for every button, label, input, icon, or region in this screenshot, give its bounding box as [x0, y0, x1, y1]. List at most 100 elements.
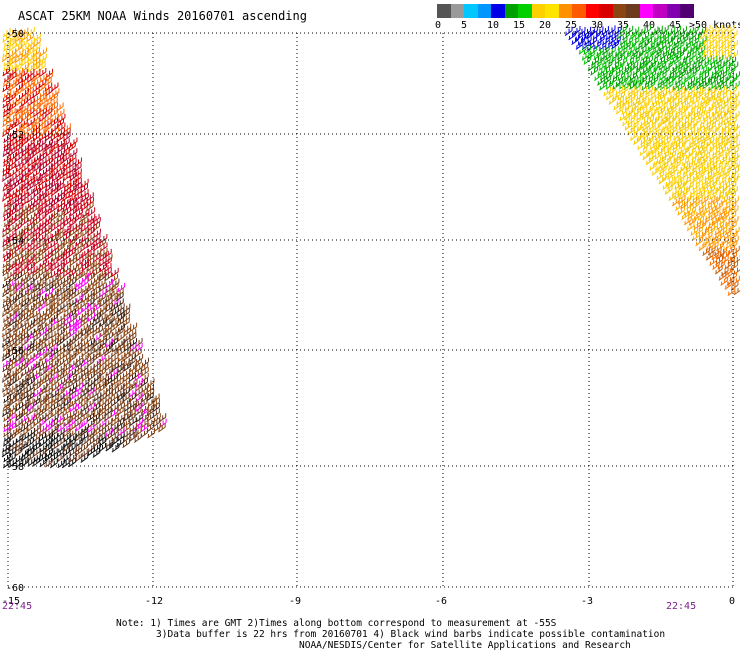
wind-barb: [51, 333, 60, 343]
wind-barb: [49, 372, 58, 383]
wind-barb: [15, 188, 24, 198]
wind-barb: [718, 40, 726, 50]
wind-barb: [45, 297, 54, 307]
wind-barb: [25, 398, 34, 408]
wind-barb: [93, 397, 102, 407]
wind-barb: [7, 362, 16, 372]
wind-barb: [633, 135, 641, 146]
wind-barb: [709, 141, 717, 151]
wind-barb: [68, 188, 76, 199]
wind-barb: [37, 177, 46, 187]
wind-barb: [700, 50, 708, 60]
wind-barb: [74, 203, 82, 214]
wind-barb: [668, 150, 676, 161]
wind-barb: [8, 37, 17, 48]
wind-barb: [56, 372, 65, 382]
wind-barb: [32, 53, 40, 63]
wind-barb: [62, 363, 70, 373]
wind-barb: [39, 152, 47, 162]
wind-barb: [596, 55, 605, 65]
wind-barb: [724, 280, 733, 290]
wind-barb: [1, 287, 10, 298]
wind-barb: [713, 60, 722, 70]
wind-barb: [63, 197, 72, 208]
wind-barb: [33, 97, 41, 108]
wind-barb: [630, 61, 639, 72]
wind-barb: [75, 422, 83, 432]
wind-barb: [14, 262, 23, 272]
wind-barb: [122, 438, 130, 449]
wind-barb: [92, 222, 101, 232]
wind-barb: [729, 30, 738, 40]
wind-barb: [620, 75, 629, 85]
wind-barb: [19, 32, 28, 43]
wind-barb: [145, 392, 154, 402]
wind-barb: [105, 427, 114, 438]
wind-barb: [3, 368, 12, 378]
wind-barb: [15, 412, 24, 422]
wind-barb: [605, 80, 614, 90]
wind-barb: [151, 393, 160, 403]
wind-barb: [694, 31, 703, 42]
wind-barb: [672, 131, 681, 141]
wind-barb: [571, 35, 580, 45]
wind-barb: [51, 282, 60, 292]
wind-barb: [720, 276, 729, 286]
wind-barb: [110, 362, 119, 372]
wind-barb: [13, 303, 22, 314]
wind-barb: [733, 255, 740, 265]
wind-barb: [26, 103, 35, 113]
wind-barb: [51, 247, 60, 257]
wind-barb: [31, 302, 40, 313]
wind-barb: [43, 412, 52, 423]
wind-barb: [38, 262, 47, 273]
wind-barb: [669, 55, 677, 66]
wind-barb: [69, 148, 78, 158]
wind-barb: [718, 271, 727, 281]
wind-barb: [654, 25, 663, 36]
wind-barb: [39, 297, 48, 307]
wind-barb: [69, 303, 78, 314]
wind-barb: [44, 327, 53, 337]
wind-barb: [722, 250, 731, 260]
legend-swatch: [504, 4, 518, 18]
wind-barb: [679, 26, 687, 36]
wind-barb: [711, 136, 720, 146]
wind-barb: [67, 438, 76, 448]
wind-barb: [665, 176, 673, 187]
wind-barb: [8, 207, 16, 218]
wind-barb: [74, 282, 83, 292]
wind-barb: [627, 76, 636, 86]
wind-barb: [694, 60, 703, 70]
wind-barb: [67, 337, 76, 348]
wind-barb: [717, 165, 726, 176]
wind-barb: [1, 383, 10, 393]
wind-barb: [724, 270, 733, 280]
latitude-label: -54: [6, 236, 24, 247]
wind-barb: [26, 117, 35, 128]
legend-label: 30: [591, 20, 604, 31]
wind-barb: [19, 122, 28, 132]
wind-barb: [647, 41, 655, 51]
wind-barb: [117, 352, 126, 363]
wind-barb: [14, 152, 23, 163]
wind-barb: [86, 217, 95, 228]
wind-barb: [63, 273, 72, 284]
wind-barb: [51, 288, 59, 299]
wind-barb: [728, 116, 737, 126]
wind-barb: [117, 413, 126, 423]
wind-barb: [25, 257, 34, 268]
wind-barb: [20, 293, 29, 304]
wind-barb: [57, 252, 65, 262]
wind-barb: [717, 136, 726, 146]
wind-barb: [81, 302, 90, 313]
wind-barb: [104, 418, 113, 428]
wind-barb: [26, 143, 35, 153]
wind-barb: [634, 30, 643, 41]
wind-barb: [692, 55, 701, 66]
wind-barb: [141, 403, 150, 414]
wind-barb: [80, 357, 89, 368]
wind-barb: [27, 318, 36, 328]
wind-barb: [637, 140, 645, 151]
wind-barb: [74, 432, 83, 442]
